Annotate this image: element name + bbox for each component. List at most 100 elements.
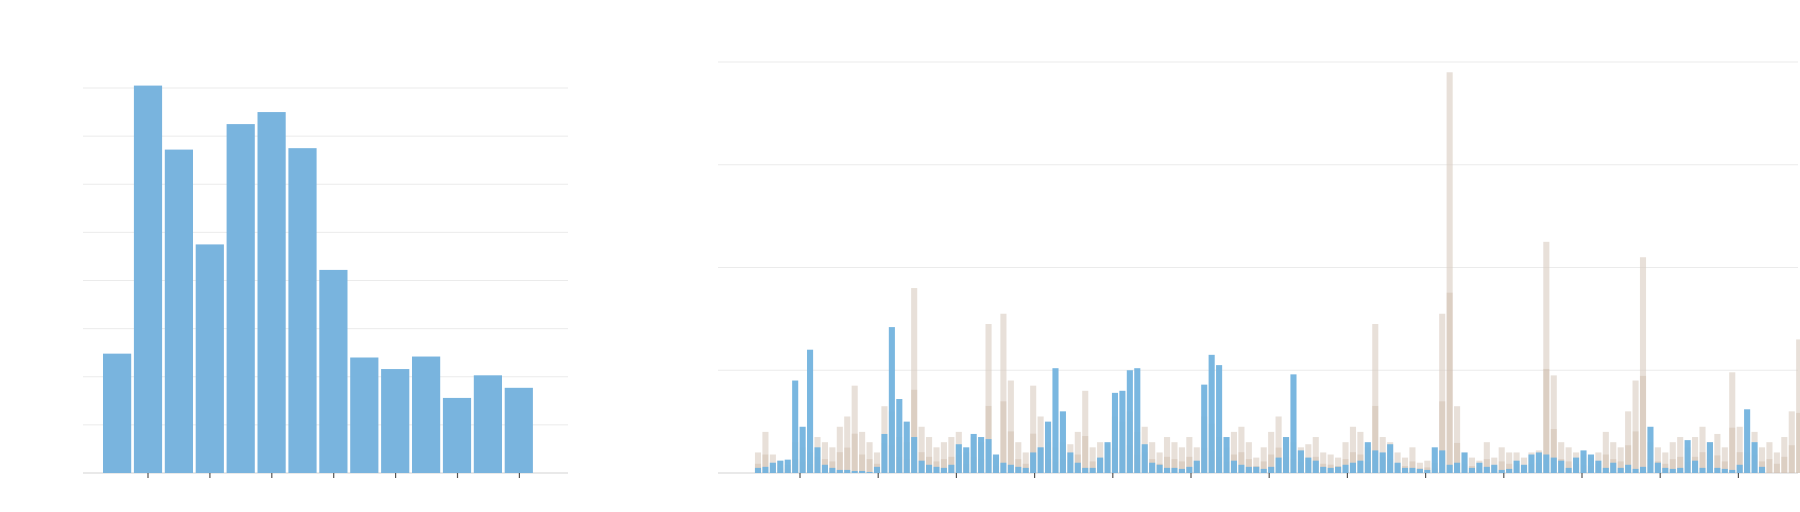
overlay-bar bbox=[1163, 437, 1171, 473]
primary-bar bbox=[881, 433, 888, 473]
overlay-bar bbox=[1089, 447, 1096, 473]
primary-bar bbox=[1238, 464, 1245, 473]
overlay-bar bbox=[873, 452, 881, 473]
overlay-bar-inner bbox=[1721, 461, 1728, 473]
overlay-bar bbox=[762, 431, 769, 473]
primary-bar bbox=[1543, 454, 1550, 473]
primary-bar bbox=[903, 421, 910, 473]
primary-bar bbox=[1684, 440, 1691, 473]
histogram-bar bbox=[288, 148, 317, 473]
primary-bar bbox=[1528, 454, 1535, 473]
overlay-bar bbox=[1320, 452, 1327, 473]
primary-bar bbox=[799, 426, 806, 473]
overlay-bar-inner bbox=[1543, 368, 1550, 473]
overlay-bar bbox=[1736, 426, 1743, 473]
primary-bar bbox=[1230, 460, 1238, 473]
overlay-bar bbox=[1699, 426, 1706, 473]
primary-bar bbox=[784, 459, 791, 473]
primary-bar bbox=[926, 464, 933, 473]
overlay-bar bbox=[1230, 431, 1238, 473]
primary-bar bbox=[821, 464, 828, 473]
overlay-bar bbox=[1335, 457, 1342, 473]
overlay-bar bbox=[985, 324, 992, 473]
primary-bar bbox=[1141, 444, 1148, 473]
overlay-bar-inner bbox=[1677, 456, 1684, 473]
primary-bar bbox=[1654, 462, 1661, 473]
primary-bar bbox=[1387, 444, 1394, 473]
overlay-bar bbox=[1245, 442, 1252, 473]
primary-bar bbox=[1126, 370, 1133, 473]
overlay-bar-inner bbox=[836, 452, 843, 473]
overlay-bar bbox=[1788, 411, 1795, 473]
primary-bar bbox=[1000, 462, 1007, 473]
primary-bar bbox=[769, 462, 776, 473]
histogram-bar bbox=[381, 369, 410, 473]
primary-bar bbox=[1335, 466, 1342, 473]
primary-bar bbox=[1491, 464, 1498, 473]
primary-bar bbox=[1052, 368, 1059, 473]
overlay-bar-inner bbox=[940, 459, 947, 473]
overlay-bar-inner bbox=[1238, 452, 1245, 473]
overlay-bar-inner bbox=[829, 461, 836, 473]
primary-bar bbox=[1193, 460, 1200, 473]
overlay-bar-inner bbox=[1796, 412, 1800, 473]
overlay-bar-inner bbox=[1268, 454, 1275, 473]
primary-bar bbox=[1037, 447, 1044, 473]
primary-bar bbox=[933, 466, 940, 473]
primary-bar bbox=[1513, 460, 1520, 473]
overlay-bar-inner bbox=[1000, 401, 1007, 473]
primary-bar bbox=[1111, 392, 1119, 473]
primary-bar bbox=[1416, 468, 1423, 473]
overlay-bar bbox=[851, 385, 858, 473]
overlay-bar-inner bbox=[1788, 445, 1795, 473]
primary-bar bbox=[1305, 457, 1312, 473]
primary-bar bbox=[1059, 411, 1066, 473]
primary-bar bbox=[1372, 450, 1379, 473]
primary-bar bbox=[918, 460, 925, 473]
primary-bar bbox=[762, 466, 769, 473]
overlay-bar bbox=[1654, 447, 1661, 473]
overlay-bar bbox=[1468, 457, 1476, 473]
overlay-bar bbox=[1781, 437, 1788, 473]
primary-bar bbox=[888, 327, 895, 473]
overlay-bar bbox=[1342, 442, 1349, 473]
primary-bar bbox=[1498, 469, 1505, 473]
overlay-bar bbox=[1409, 447, 1416, 473]
primary-bar bbox=[1216, 365, 1223, 473]
primary-bar bbox=[792, 380, 799, 473]
overlay-bar-inner bbox=[1773, 463, 1780, 473]
primary-bar bbox=[859, 470, 866, 473]
overlay-bar-inner bbox=[1729, 427, 1736, 473]
overlay-bar bbox=[1416, 462, 1423, 473]
primary-bar bbox=[1074, 462, 1081, 473]
overlay-bar-inner bbox=[911, 389, 918, 473]
primary-bar bbox=[1483, 466, 1490, 473]
overlay-bar bbox=[1074, 431, 1081, 473]
primary-bar bbox=[1364, 442, 1371, 473]
primary-bar bbox=[1669, 468, 1676, 473]
histogram-bar bbox=[504, 387, 533, 473]
primary-bar bbox=[1342, 464, 1349, 473]
primary-bar bbox=[1602, 467, 1609, 473]
primary-bar bbox=[1082, 467, 1089, 473]
primary-bar bbox=[911, 437, 918, 473]
histogram-bar bbox=[473, 375, 502, 473]
histogram-chart bbox=[83, 85, 568, 478]
primary-bar bbox=[1007, 464, 1014, 473]
primary-bar bbox=[1587, 454, 1594, 473]
primary-bar bbox=[1409, 467, 1416, 473]
primary-bar bbox=[1520, 464, 1528, 473]
primary-bar bbox=[1349, 462, 1357, 473]
primary-bar bbox=[1610, 462, 1617, 473]
overlay-bar bbox=[1617, 447, 1624, 473]
primary-bar bbox=[1714, 467, 1721, 473]
primary-bar bbox=[1022, 467, 1029, 473]
overlay-bar-inner bbox=[1163, 456, 1171, 473]
overlay-bar bbox=[940, 442, 947, 473]
primary-bar bbox=[1089, 467, 1096, 473]
overlay-bar-inner bbox=[1714, 455, 1721, 473]
primary-bar bbox=[1446, 464, 1453, 473]
overlay-bar-inner bbox=[1632, 431, 1639, 473]
overlay-bar-inner bbox=[1349, 452, 1357, 473]
